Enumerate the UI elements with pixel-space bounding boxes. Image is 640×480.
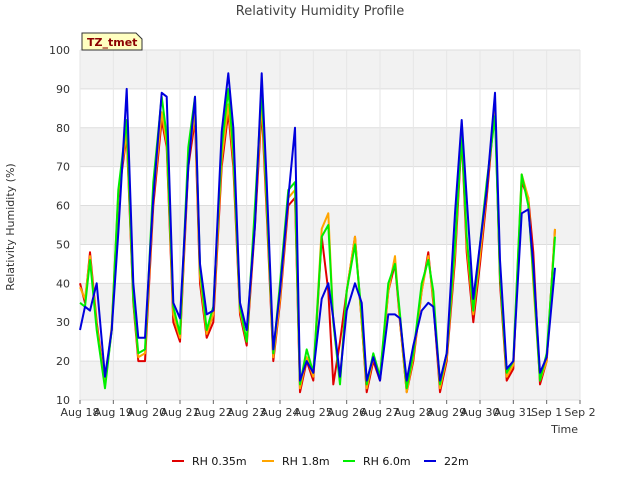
x-tick-label: Aug 24 [261, 406, 300, 419]
y-tick-label: 40 [56, 277, 70, 290]
legend-label: RH 1.8m [282, 455, 330, 468]
tz-badge: TZ_tmet [81, 32, 143, 51]
y-tick-label: 70 [56, 161, 70, 174]
x-tick-label: Aug 22 [194, 406, 233, 419]
y-tick-label: 100 [49, 44, 70, 57]
x-tick-label: Aug 21 [161, 406, 200, 419]
x-tick-label: Sep 2 [564, 406, 595, 419]
x-tick-label: Aug 23 [227, 406, 266, 419]
plot-bands [80, 50, 580, 400]
y-axis-ticks: 10 20 30 40 50 60 70 80 90 100 [49, 44, 70, 407]
tz-badge-box [81, 32, 143, 51]
x-tick-label: Aug 20 [127, 406, 166, 419]
x-tick-label: Sep 1 [531, 406, 562, 419]
x-tick-label: Aug 31 [494, 406, 533, 419]
series-lines [79, 72, 556, 394]
y-tick-label: 20 [56, 355, 70, 368]
x-tick-label: Aug 30 [461, 406, 500, 419]
y-axis-label: Relativity Humidity (%) [4, 163, 17, 290]
plot-band [80, 50, 580, 89]
legend-label: 22m [444, 455, 469, 468]
x-tick-label: Aug 18 [61, 406, 100, 419]
series-line-3 [79, 72, 556, 382]
x-tick-label: Aug 26 [327, 406, 366, 419]
plot-band [80, 361, 580, 400]
legend-label: RH 6.0m [363, 455, 411, 468]
y-tick-label: 60 [56, 200, 70, 213]
legend-label: RH 0.35m [192, 455, 247, 468]
x-axis-label: Time [550, 423, 578, 436]
chart-title: Relativity Humidity Profile [236, 4, 404, 19]
x-tick-label: Aug 25 [294, 406, 333, 419]
y-tick-label: 30 [56, 316, 70, 329]
legend: RH 0.35m RH 1.8m RH 6.0m 22m [172, 455, 469, 468]
y-tick-label: 50 [56, 238, 70, 251]
y-tick-label: 90 [56, 83, 70, 96]
y-tick-label: 80 [56, 122, 70, 135]
x-tick-label: Aug 27 [361, 406, 400, 419]
tz-badge-label: TZ_tmet [87, 36, 137, 49]
x-tick-label: Aug 29 [427, 406, 466, 419]
x-tick-label: Aug 28 [394, 406, 433, 419]
y-tick-label: 10 [56, 394, 70, 407]
x-tick-label: Aug 19 [94, 406, 133, 419]
